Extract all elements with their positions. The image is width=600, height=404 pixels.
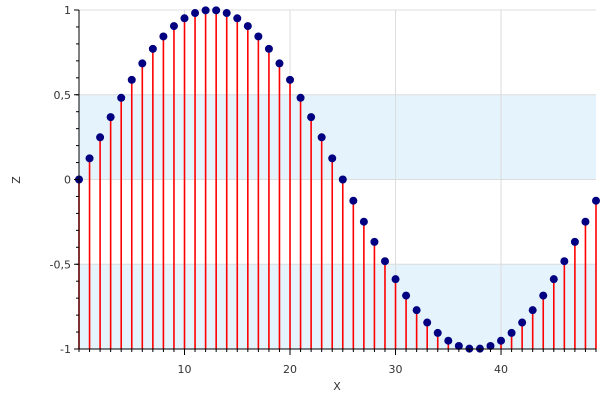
y-axis-label: Z (10, 176, 23, 184)
data-point (275, 59, 284, 68)
data-point (349, 196, 358, 205)
data-point (549, 275, 558, 284)
data-point (380, 257, 389, 266)
data-point (169, 22, 178, 31)
data-point (286, 75, 295, 84)
data-point (539, 291, 548, 300)
data-point (106, 113, 115, 122)
data-point (148, 44, 157, 53)
data-point (296, 93, 305, 102)
data-point (159, 32, 168, 41)
data-point (423, 318, 432, 327)
data-point (592, 196, 600, 205)
data-point (497, 336, 506, 345)
data-point (412, 306, 421, 315)
axes-layer: 1 0,5 0 -0,5 -1 10 20 30 40 (50, 4, 597, 376)
x-tick-label: 20 (283, 363, 297, 376)
stem-layer (78, 10, 597, 349)
marker-layer (75, 6, 600, 353)
data-point (222, 9, 231, 18)
data-point (444, 336, 453, 345)
data-point (307, 113, 316, 122)
x-tick-label: 40 (494, 363, 508, 376)
y-tick-label: 0,5 (54, 89, 72, 102)
shaded-band (79, 94, 596, 180)
data-point (233, 14, 242, 23)
data-point (138, 59, 147, 68)
data-point (486, 341, 495, 350)
data-point (391, 275, 400, 284)
data-point (518, 318, 527, 327)
x-tick-label: 10 (178, 363, 192, 376)
y-tick-label: 1 (64, 4, 71, 17)
data-point (560, 257, 569, 266)
data-point (254, 32, 263, 41)
data-point (127, 75, 136, 84)
shaded-band (79, 264, 596, 349)
data-point (581, 217, 590, 226)
data-point (243, 22, 252, 31)
data-point (264, 44, 273, 53)
data-point (85, 154, 94, 163)
x-axis-label: X (333, 380, 341, 393)
data-point (191, 9, 200, 18)
data-point (96, 133, 105, 142)
x-tick-label: 30 (389, 363, 403, 376)
data-point (328, 154, 337, 163)
data-point (201, 6, 210, 15)
data-point (117, 93, 126, 102)
data-point (212, 6, 221, 15)
data-point (507, 328, 516, 337)
data-point (570, 237, 579, 246)
data-point (370, 237, 379, 246)
y-tick-label: 0 (64, 174, 71, 187)
data-point (180, 14, 189, 23)
data-point (433, 328, 442, 337)
data-point (528, 306, 537, 315)
data-point (338, 175, 347, 184)
y-tick-label: -1 (60, 343, 71, 356)
y-tick-label: -0,5 (50, 258, 71, 271)
data-point (454, 341, 463, 350)
data-point (317, 133, 326, 142)
data-point (359, 217, 368, 226)
data-point (402, 291, 411, 300)
band-layer (79, 94, 596, 349)
